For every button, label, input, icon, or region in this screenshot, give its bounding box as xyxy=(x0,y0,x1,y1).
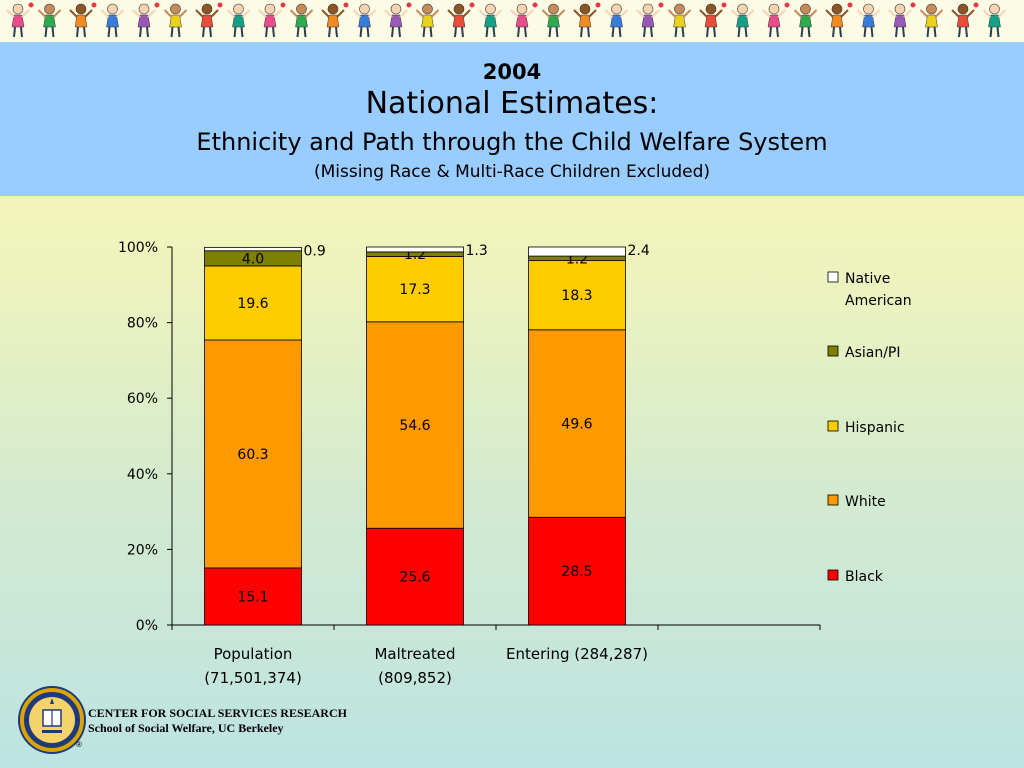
bar-segment xyxy=(366,321,464,529)
child-figure xyxy=(258,2,286,38)
child-figure xyxy=(289,3,314,38)
child-figure xyxy=(321,2,349,38)
slide-title: National Estimates: xyxy=(365,86,659,121)
legend-swatch xyxy=(827,345,839,357)
bar-segment xyxy=(366,246,464,253)
footer-center-name: CENTER FOR SOCIAL SERVICES RESEARCH xyxy=(88,706,347,720)
data-label: 54.6 xyxy=(399,418,430,434)
child-figure xyxy=(982,3,1007,38)
child-figure xyxy=(163,3,188,38)
child-figure xyxy=(352,3,377,38)
data-label: 18.3 xyxy=(561,288,592,304)
child-figure xyxy=(636,2,664,38)
bar-segment xyxy=(528,260,626,331)
child-figure xyxy=(37,3,62,38)
slide-year: 2004 xyxy=(482,60,542,84)
data-label: 28.5 xyxy=(561,564,592,580)
child-figure xyxy=(69,2,97,38)
y-tick-label: 20% xyxy=(127,542,158,558)
y-tick-label: 100% xyxy=(118,240,158,256)
registered-mark: ® xyxy=(76,740,82,749)
child-figure xyxy=(226,3,251,38)
legend-swatch xyxy=(827,271,839,283)
legend-label: Native xyxy=(845,271,890,287)
child-figure xyxy=(384,2,412,38)
children-illustration xyxy=(6,2,1007,38)
data-label: 1.3 xyxy=(466,243,488,259)
data-label: 25.6 xyxy=(399,570,430,586)
child-figure xyxy=(447,2,475,38)
y-tick-label: 40% xyxy=(127,467,158,483)
data-label: 19.6 xyxy=(237,296,268,312)
x-tick-label: (809,852) xyxy=(378,669,452,687)
child-figure xyxy=(478,3,503,38)
child-figure xyxy=(6,2,34,38)
legend-label: Asian/PI xyxy=(845,345,901,361)
legend-label: White xyxy=(845,494,886,510)
child-figure xyxy=(699,2,727,38)
child-figure xyxy=(888,2,916,38)
legend-label: Hispanic xyxy=(845,420,905,436)
data-label: 0.9 xyxy=(304,243,326,259)
child-figure xyxy=(195,2,223,38)
legend-swatch xyxy=(827,569,839,581)
child-figure xyxy=(100,3,125,38)
child-figure xyxy=(604,3,629,38)
legend-swatch xyxy=(827,420,839,432)
data-label: 60.3 xyxy=(237,447,268,463)
child-figure xyxy=(793,3,818,38)
slide-subtitle: Ethnicity and Path through the Child Wel… xyxy=(196,128,828,156)
bar-segment xyxy=(204,339,302,569)
child-figure xyxy=(415,3,440,38)
bar-segment xyxy=(366,527,464,626)
data-label: 49.6 xyxy=(561,417,592,433)
slide-note: (Missing Race & Multi-Race Children Excl… xyxy=(313,162,711,182)
bar-segment xyxy=(204,246,302,252)
bar-segment xyxy=(366,256,464,323)
data-label: 17.3 xyxy=(399,282,430,298)
child-figure xyxy=(730,3,755,38)
bar-segment xyxy=(204,265,302,341)
bar-segment xyxy=(528,516,626,626)
legend-label: American xyxy=(845,293,912,309)
children-banner xyxy=(0,0,1024,42)
x-tick-label: Population xyxy=(214,645,293,663)
x-tick-label: Entering (284,287) xyxy=(506,645,648,663)
x-tick-label: Maltreated xyxy=(374,645,455,663)
child-figure xyxy=(856,3,881,38)
child-figure xyxy=(919,3,944,38)
child-figure xyxy=(825,2,853,38)
bar-segment xyxy=(528,246,626,257)
slide-header: 2004 National Estimates: Ethnicity and P… xyxy=(0,42,1024,196)
y-tick-label: 0% xyxy=(136,618,158,634)
x-tick-label: (71,501,374) xyxy=(204,669,302,687)
child-figure xyxy=(541,3,566,38)
data-label: 4.0 xyxy=(242,251,264,267)
y-tick-label: 60% xyxy=(127,391,158,407)
legend-swatch xyxy=(827,494,839,506)
data-label: 2.4 xyxy=(628,243,650,259)
y-tick-label: 80% xyxy=(127,316,158,332)
child-figure xyxy=(510,2,538,38)
child-figure xyxy=(951,2,979,38)
bar-segment xyxy=(528,329,626,518)
data-label: 15.1 xyxy=(237,589,268,605)
child-figure xyxy=(667,3,692,38)
child-figure xyxy=(573,2,601,38)
child-figure xyxy=(132,2,160,38)
footer-school-name: School of Social Welfare, UC Berkeley xyxy=(88,721,284,735)
uc-seal-logo xyxy=(18,686,86,754)
legend-label: Black xyxy=(845,569,884,585)
child-figure xyxy=(762,2,790,38)
